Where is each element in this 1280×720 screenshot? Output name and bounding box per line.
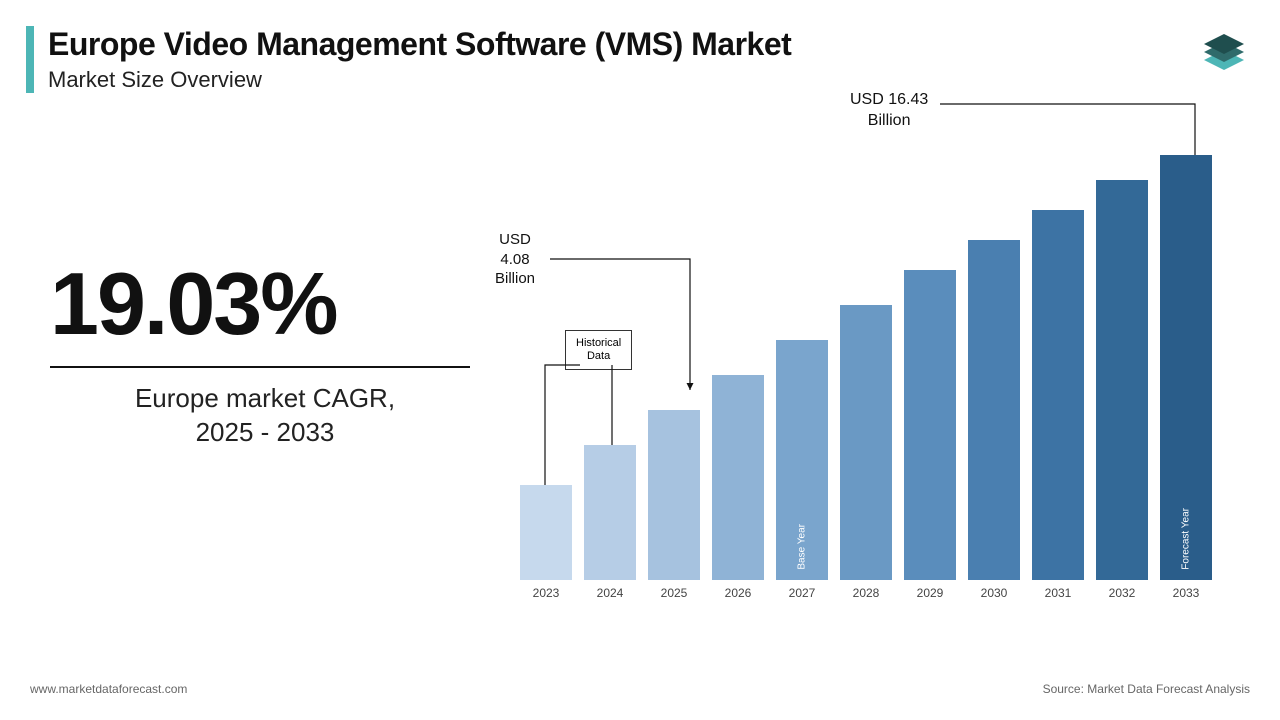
brand-logo-icon [1196,24,1252,80]
cagr-divider [50,366,470,368]
bar-year-label: 2032 [1109,586,1136,600]
bar-year-label: 2024 [597,586,624,600]
bar [904,270,956,580]
bar [840,305,892,580]
bar-year-label: 2027 [789,586,816,600]
bar [968,240,1020,580]
bar-wrap: 2023 [520,485,572,600]
bar-inside-label: Base Year [776,524,828,570]
bar-wrap: 2025 [648,410,700,600]
bar-wrap: 2032 [1096,180,1148,600]
cagr-value: 19.03% [50,260,480,348]
footer: www.marketdataforecast.com Source: Marke… [30,682,1250,696]
page-title: Europe Video Management Software (VMS) M… [48,26,791,63]
cagr-desc-line1: Europe market CAGR, [135,383,395,413]
page-subtitle: Market Size Overview [48,67,791,93]
bar-year-label: 2029 [917,586,944,600]
bar-year-label: 2031 [1045,586,1072,600]
bar: Base Year [776,340,828,580]
bar-year-label: 2030 [981,586,1008,600]
cagr-description: Europe market CAGR, 2025 - 2033 [50,382,480,450]
bar-year-label: 2025 [661,586,688,600]
bar-wrap: 2028 [840,305,892,600]
cagr-block: 19.03% Europe market CAGR, 2025 - 2033 [50,260,480,450]
bar-year-label: 2028 [853,586,880,600]
bar-wrap: 2029 [904,270,956,600]
bars-container: 2023 2024 2025 2026 Base Year 2027 2028 2029 203… [520,160,1230,600]
bar-wrap: Base Year 2027 [776,340,828,600]
bar-wrap: Forecast Year 2033 [1160,155,1212,600]
bar-year-label: 2033 [1173,586,1200,600]
bar-inside-label: Forecast Year [1160,508,1212,570]
bar-wrap: 2026 [712,375,764,600]
bar [1096,180,1148,580]
header: Europe Video Management Software (VMS) M… [26,26,791,93]
footer-source: Source: Market Data Forecast Analysis [1043,682,1250,696]
callout-end-line1: USD 16.43 [850,91,928,108]
bar-year-label: 2026 [725,586,752,600]
bar [648,410,700,580]
bar-wrap: 2024 [584,445,636,600]
bar-year-label: 2023 [533,586,560,600]
bar-wrap: 2030 [968,240,1020,600]
bar-chart: USD 16.43 Billion USD 4.08 Billion Histo… [510,100,1240,640]
callout-end-value: USD 16.43 Billion [850,90,928,132]
footer-url: www.marketdataforecast.com [30,682,187,696]
bar-wrap: 2031 [1032,210,1084,600]
bar [584,445,636,580]
cagr-desc-line2: 2025 - 2033 [196,417,335,447]
bar [520,485,572,580]
callout-end-line2: Billion [868,112,911,129]
bar: Forecast Year [1160,155,1212,580]
bar [1032,210,1084,580]
bar [712,375,764,580]
infographic-page: Europe Video Management Software (VMS) M… [0,0,1280,720]
